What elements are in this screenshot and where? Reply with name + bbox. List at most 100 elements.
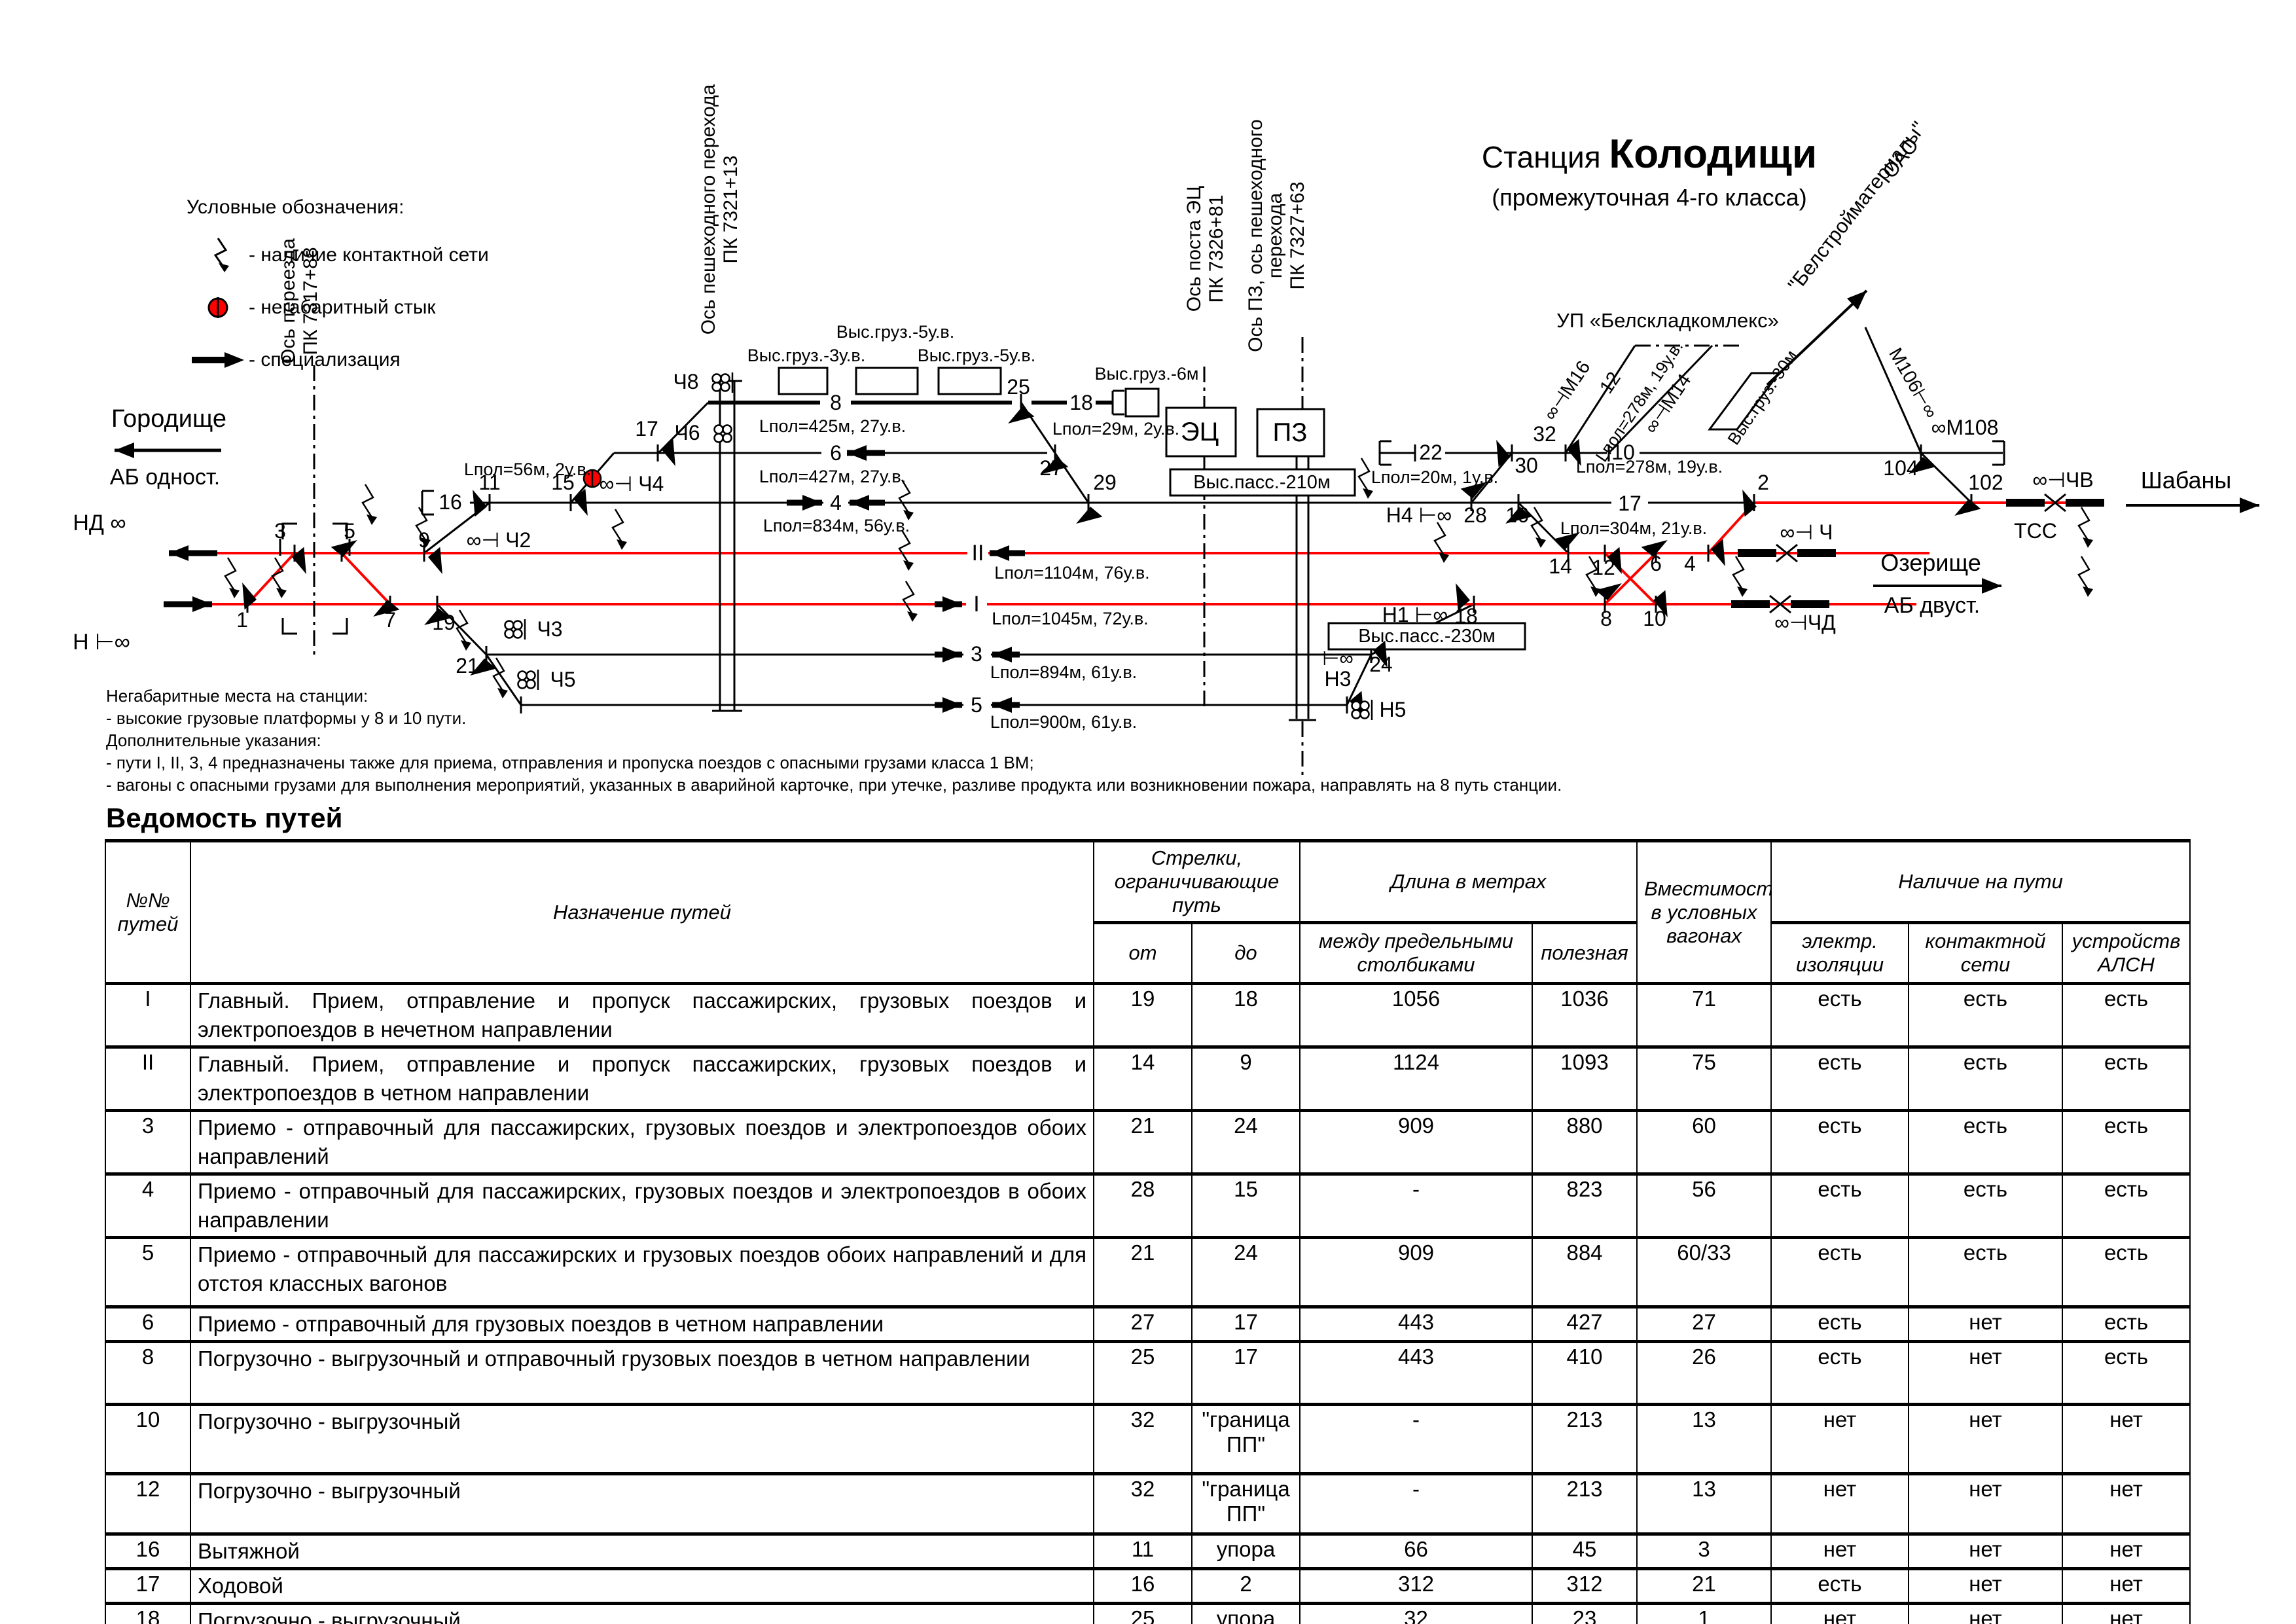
table-row: 5 Приемо - отправочный для пассажирских и…	[105, 1236, 2191, 1308]
switch-triangle	[292, 547, 306, 575]
platform-rect	[1169, 468, 1356, 497]
diagram-label: 5	[971, 693, 982, 717]
cell-capacity: 75	[1636, 1045, 1772, 1112]
diagram-label: 4	[830, 491, 842, 514]
diagram-label: I	[973, 592, 979, 617]
track-line	[485, 654, 522, 706]
cell-num: 6	[105, 1305, 191, 1343]
dwarf-signal-icon	[711, 382, 722, 392]
cell-to: "граница ПП"	[1191, 1472, 1300, 1536]
diagram-label: Lпол=304м, 21у.в.	[1560, 518, 1707, 538]
cell-insulation: нет	[1770, 1602, 1910, 1624]
cell-contact: есть	[1908, 1045, 2064, 1112]
contact-wire-bolt-icon	[1737, 586, 1748, 597]
platform-rect	[1124, 388, 1160, 418]
diagram-label: ∞⊣ Ч2	[467, 528, 531, 552]
switch-triangle	[1042, 457, 1069, 475]
diagram-label: 21	[456, 654, 479, 677]
switch-triangle	[1076, 507, 1103, 524]
table-row: I Главный. Прием, отправление и пропуск п…	[105, 982, 2191, 1049]
diagram-label: 102	[1968, 471, 2003, 494]
cell-alsn: есть	[2062, 1305, 2191, 1343]
diagram-label: 25	[1007, 375, 1030, 399]
switch-triangle	[1567, 439, 1581, 467]
diagram-label: ∞⊣ЧВ	[2032, 468, 2093, 492]
cell-purpose: Приемо - отправочный для грузовых поездо…	[190, 1305, 1094, 1343]
cell-purpose: Главный. Прием, отправление и пропуск па…	[190, 982, 1094, 1049]
switch-triangle	[331, 539, 357, 557]
table-row: II Главный. Прием, отправление и пропуск …	[105, 1045, 2191, 1112]
diagram-label: Lпол=1045м, 72у.в.	[992, 609, 1148, 628]
diagram-label: 27	[1039, 456, 1063, 480]
diagram-label: Н ⊢∞	[73, 630, 130, 655]
cell-alsn: нет	[2062, 1602, 2191, 1624]
diagram-label: Н1 ⊢∞	[1382, 603, 1448, 626]
cell-useful: 213	[1531, 1403, 1638, 1475]
cell-useful: 213	[1531, 1472, 1638, 1536]
cell-to: 17	[1191, 1340, 1300, 1406]
cell-between: 443	[1299, 1305, 1533, 1343]
direction-arrow-head	[169, 545, 188, 561]
cell-num: 4	[105, 1172, 191, 1239]
cell-from: 21	[1093, 1236, 1193, 1308]
station-notes: Негабаритные места на станции: - высокие …	[106, 685, 1579, 796]
diagram-label: 14	[1549, 554, 1572, 578]
platform-rect	[1327, 622, 1526, 651]
contact-wire-bolt-icon	[2077, 507, 2090, 541]
diagram-label: 15	[551, 471, 575, 494]
contact-wire-bolt-icon	[611, 509, 624, 543]
diagram-label: 6	[830, 441, 842, 465]
legend-item: - специализация	[187, 342, 489, 378]
direction-arrow	[1766, 289, 1868, 386]
isolation-joint-icon	[2044, 493, 2066, 513]
switch-triangle	[373, 600, 400, 617]
cell-purpose: Вытяжной	[190, 1532, 1094, 1570]
cell-from: 11	[1093, 1532, 1193, 1570]
cell-from: 16	[1093, 1567, 1193, 1605]
note-line: - вагоны с опасными грузами для выполнен…	[106, 775, 1562, 795]
diagram-label: АБ одност.	[110, 465, 220, 490]
cell-to: 2	[1191, 1567, 1300, 1605]
cell-useful: 312	[1531, 1567, 1638, 1605]
cell-capacity: 60	[1636, 1109, 1772, 1176]
diagram-label: Выс.груз.-6м	[1095, 364, 1199, 384]
cell-capacity: 3	[1636, 1532, 1772, 1570]
note-line: - высокие грузовые платформы у 8 и 10 пу…	[106, 708, 467, 728]
header-capacity: Вместимость в условных вагонах	[1636, 839, 1772, 985]
contact-wire-bolt-icon	[2083, 586, 2093, 597]
cell-between: 1124	[1299, 1045, 1533, 1112]
direction-arrow-head	[1846, 291, 1867, 310]
header-insulation: электр. изоляции	[1770, 921, 1910, 985]
diagram-label: НД ∞	[73, 511, 126, 535]
track-line	[1517, 501, 1570, 554]
cell-insulation: нет	[1770, 1403, 1910, 1475]
header-presence-group: Наличие на пути	[1770, 839, 2191, 924]
cell-insulation: есть	[1770, 1340, 1910, 1406]
cell-purpose: Погрузочно - выгрузочный	[190, 1472, 1094, 1536]
cell-to: упора	[1191, 1532, 1300, 1570]
diagram-label: Ось пешеходного перехода	[698, 84, 719, 334]
cell-purpose: Приемо - отправочный для пассажирских, г…	[190, 1172, 1094, 1239]
diagram-label: перехода	[1265, 192, 1286, 278]
cell-alsn: есть	[2062, 1236, 2191, 1308]
contact-wire-bolt-icon	[1363, 488, 1373, 499]
station-title-prefix: Станция	[1481, 140, 1609, 174]
direction-arrow-head	[2240, 497, 2259, 513]
diagram-label: 17	[1618, 492, 1641, 515]
diagram-label: ⊢∞	[1322, 648, 1354, 670]
cell-between: 32	[1299, 1602, 1533, 1624]
cell-contact: нет	[1908, 1305, 2064, 1343]
cell-useful: 427	[1531, 1305, 1638, 1343]
contact-wire-bolt-icon	[361, 484, 374, 518]
dwarf-signal-icon	[504, 620, 514, 630]
switch-triangle	[1456, 583, 1470, 611]
diagram-label: ПК 7321+13	[720, 156, 742, 264]
dwarf-signal-icon	[713, 433, 724, 443]
cell-purpose: Приемо - отправочный для пассажирских и …	[190, 1236, 1094, 1308]
diagram-label: ПК 7326+81	[1206, 195, 1227, 303]
contact-wire-bolt-icon	[420, 537, 431, 548]
diagram-label: Lпол=56м, 2у.в.	[464, 460, 591, 479]
diagram-label: 5	[344, 519, 355, 543]
platform-rect	[937, 367, 1002, 395]
switch-triangle	[1373, 640, 1388, 668]
